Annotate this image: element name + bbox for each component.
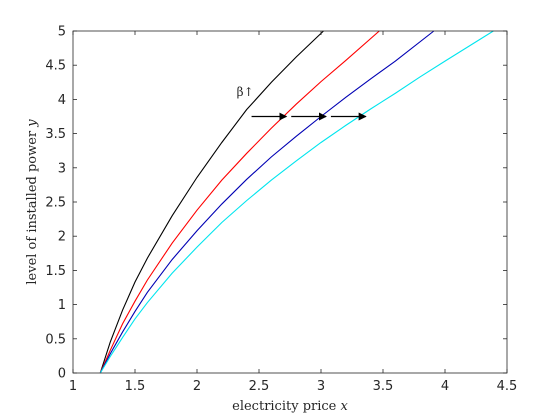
series-layer <box>99 30 494 374</box>
x-tick-label: 1.5 <box>125 379 146 394</box>
x-tick-label: 3.5 <box>373 379 394 394</box>
y-tick-label: 1.5 <box>45 264 66 279</box>
y-tick-label: 0.5 <box>45 332 66 347</box>
y-tick-label: 2 <box>58 230 66 245</box>
series-line-4 <box>99 30 494 374</box>
y-tick-label: 3 <box>58 161 66 176</box>
y-tick-label: 5 <box>58 25 66 40</box>
x-tick-label: 4 <box>441 379 449 394</box>
tick-layer: 1 1.5 2 2.5 3 3.5 4 4.5 0 0.5 1 1.5 2 2.5 3 3.5 4 4.5 5 <box>45 25 517 395</box>
x-tick-label: 2.5 <box>249 379 270 394</box>
y-tick-label: 2.5 <box>45 196 66 211</box>
x-tick-label: 3 <box>317 379 325 394</box>
y-tick-label: 4.5 <box>45 59 66 74</box>
series-line-1 <box>99 30 324 374</box>
y-tick-label: 3.5 <box>45 127 66 142</box>
x-tick-label: 4.5 <box>497 379 518 394</box>
beta-increase-annotation: β↑ <box>237 85 254 99</box>
y-tick-label: 0 <box>58 367 66 382</box>
annotation-layer: β↑ <box>237 85 367 121</box>
y-tick-label: 1 <box>58 298 66 313</box>
series-line-2 <box>99 30 380 374</box>
y-axis-label: level of installed power y <box>25 119 40 285</box>
plot-area <box>73 31 507 373</box>
x-tick-label: 2 <box>193 379 201 394</box>
series-line-3 <box>99 30 435 374</box>
y-tick-label: 4 <box>58 93 66 108</box>
x-tick-label: 1 <box>69 379 77 394</box>
x-axis-label: electricity price x <box>232 399 348 414</box>
